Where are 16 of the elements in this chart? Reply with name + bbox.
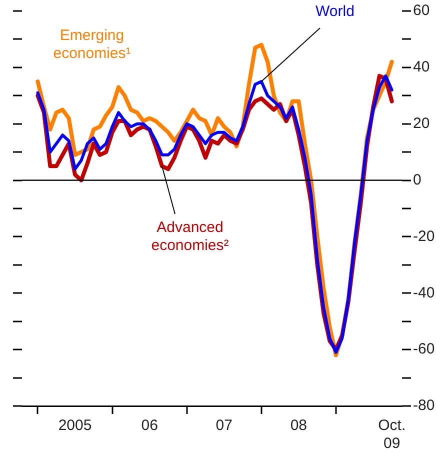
x-tick-label: Oct. 09 bbox=[378, 417, 406, 452]
y-tick-label: -60 bbox=[413, 340, 435, 358]
y-tick-label: -40 bbox=[413, 284, 435, 302]
text: Advanced economies² bbox=[151, 219, 229, 254]
x-tick-label: 08 bbox=[290, 417, 308, 434]
y-tick-label: 20 bbox=[413, 115, 430, 132]
x-tick-label: 06 bbox=[141, 417, 158, 434]
y-tick-label: -20 bbox=[413, 228, 435, 245]
x-tick-label: 07 bbox=[216, 417, 232, 434]
y-tick-label: 0 bbox=[413, 171, 422, 188]
y-tick-label: -80 bbox=[413, 397, 435, 414]
y-tick-label: 40 bbox=[413, 58, 430, 76]
x-tick-label: 2005 bbox=[58, 417, 92, 434]
y-tick-label: 60 bbox=[413, 2, 430, 20]
series-label: Emerging economies¹ bbox=[53, 27, 131, 62]
text: World bbox=[316, 3, 354, 20]
